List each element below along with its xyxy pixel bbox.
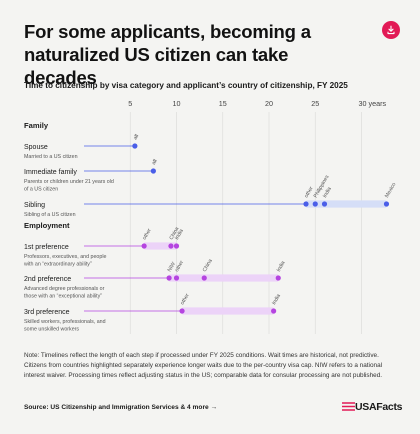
point-label: India bbox=[174, 228, 185, 241]
row-description: Married to a US citizen bbox=[24, 154, 78, 160]
row-description: Parents or children under 21 years old bbox=[24, 179, 114, 185]
row-description: some unskilled workers bbox=[24, 327, 79, 333]
data-point bbox=[303, 201, 309, 207]
data-point bbox=[168, 243, 174, 249]
row-description: Advanced degree professionals or bbox=[24, 286, 105, 292]
data-point bbox=[321, 201, 328, 207]
point-label: all bbox=[132, 133, 140, 141]
row-description: with an “extraordinary ability” bbox=[24, 262, 92, 268]
point-label: India bbox=[271, 293, 282, 306]
data-point bbox=[271, 308, 277, 314]
point-label: China bbox=[202, 258, 214, 273]
tick-label: 30 years bbox=[359, 99, 387, 108]
source-link[interactable]: Source: US Citizenship and Immigration S… bbox=[24, 404, 218, 411]
point-label: Mexico bbox=[384, 182, 397, 199]
point-label: other bbox=[142, 228, 153, 241]
data-point bbox=[173, 243, 180, 249]
row-description: of a US citizen bbox=[24, 187, 58, 193]
group-label: Family bbox=[24, 121, 49, 130]
range-band bbox=[182, 307, 274, 315]
row-label: 3rd preference bbox=[24, 309, 70, 316]
data-point bbox=[201, 275, 207, 281]
chart-note: Note: Timelines reflect the length of ea… bbox=[24, 352, 383, 380]
point-label: NIW bbox=[167, 261, 177, 273]
row-description: Sibling of a US citizen bbox=[24, 212, 76, 218]
data-point bbox=[383, 201, 390, 207]
point-label: India bbox=[322, 186, 333, 199]
chart-subtitle: Time to citizenship by visa category and… bbox=[24, 81, 348, 90]
data-point bbox=[312, 201, 318, 207]
row-label: 1st preference bbox=[24, 244, 69, 251]
download-icon bbox=[387, 25, 395, 35]
row-description: Professors, executives, and people bbox=[24, 254, 106, 260]
point-label: all bbox=[151, 158, 159, 166]
download-button[interactable] bbox=[382, 21, 400, 39]
row-description: Skilled workers, professionals, and bbox=[24, 319, 106, 325]
usafacts-flag-icon bbox=[342, 402, 355, 411]
point-label: other bbox=[180, 293, 191, 306]
brand-logo: USAFacts bbox=[342, 401, 403, 413]
point-label: other bbox=[174, 260, 185, 273]
tick-label: 5 bbox=[128, 99, 132, 108]
data-point bbox=[132, 143, 138, 149]
data-point bbox=[150, 168, 156, 174]
tick-label: 25 bbox=[311, 99, 319, 108]
row-description: those with an “exceptional ability” bbox=[24, 294, 102, 300]
row-label: Sibling bbox=[24, 202, 45, 209]
range-band bbox=[144, 242, 177, 250]
data-point bbox=[179, 308, 185, 314]
tick-label: 10 bbox=[173, 99, 181, 108]
brand-name: USAFacts bbox=[355, 401, 403, 413]
group-label: Employment bbox=[24, 221, 70, 230]
point-label: India bbox=[276, 260, 287, 273]
row-label: Spouse bbox=[24, 144, 48, 151]
row-label: Immediate family bbox=[24, 169, 77, 176]
range-band bbox=[306, 200, 387, 208]
point-label: other bbox=[304, 186, 315, 199]
page-title: For some applicants, becoming a naturali… bbox=[24, 21, 311, 88]
row-label: 2nd preference bbox=[24, 276, 71, 283]
data-point bbox=[275, 275, 281, 281]
data-point bbox=[166, 275, 172, 281]
tick-label: 15 bbox=[219, 99, 227, 108]
tick-label: 20 bbox=[265, 99, 273, 108]
data-point bbox=[173, 275, 180, 281]
range-band bbox=[169, 274, 279, 282]
data-point bbox=[141, 243, 147, 249]
